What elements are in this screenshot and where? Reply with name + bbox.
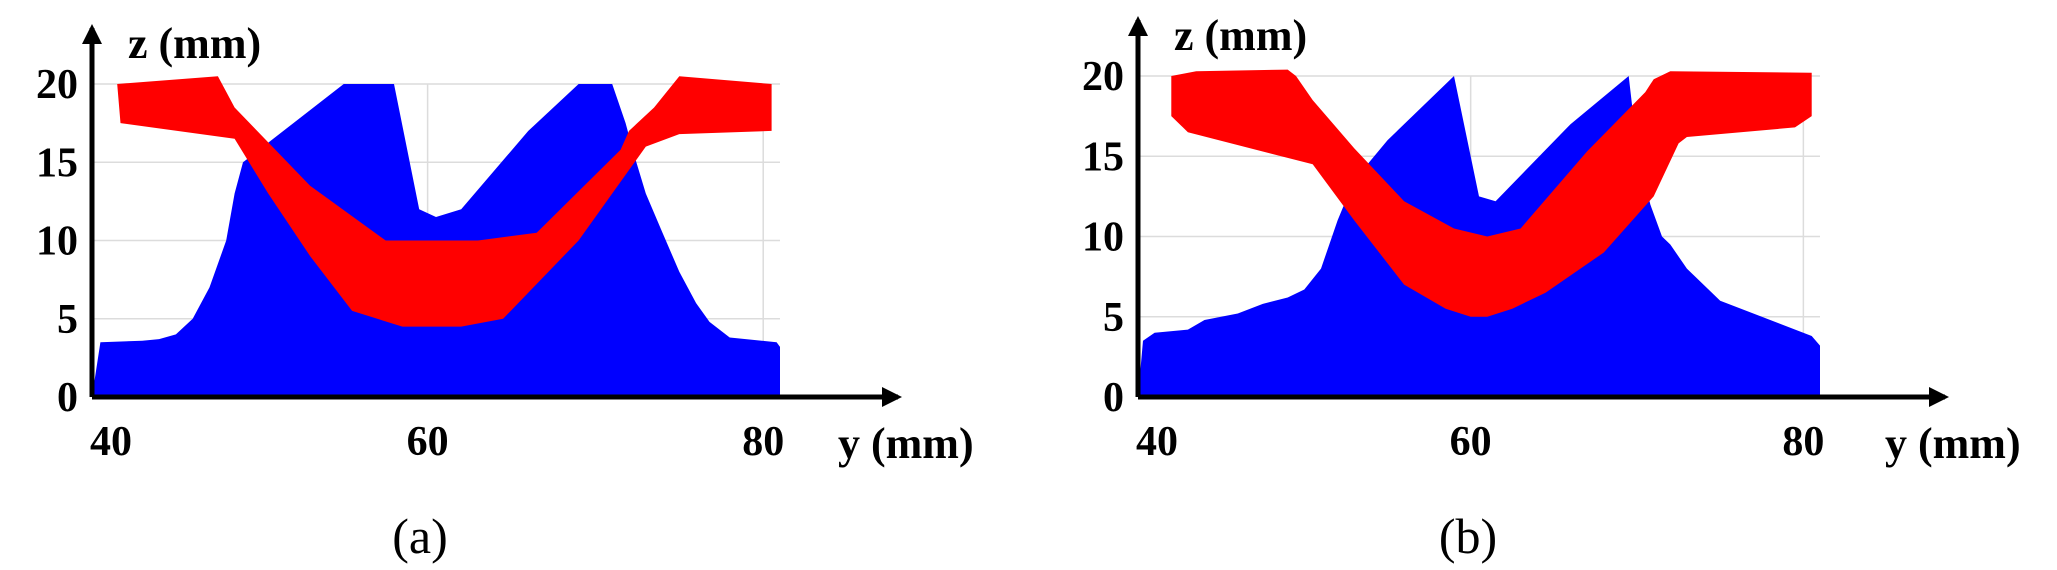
y-axis-label: z (mm) — [1174, 11, 1307, 60]
x-tick-label: 40 — [1136, 419, 1178, 465]
panel-caption: (a) — [392, 508, 448, 564]
y-tick-label: 5 — [1103, 295, 1124, 341]
x-tick-label: 60 — [407, 419, 449, 465]
y-tick-label: 5 — [57, 297, 78, 343]
y-tick-label: 0 — [1103, 375, 1124, 421]
tool-region — [117, 76, 772, 327]
y-tick-label: 0 — [57, 375, 78, 421]
y-tick-label: 15 — [1082, 134, 1124, 180]
x-axis-label: y (mm) — [1885, 419, 2021, 468]
x-axis-label: y (mm) — [838, 419, 974, 468]
panel-b: 0 5 10 15 20 40 60 80 z (mm) y (mm) (b) — [1082, 11, 2021, 564]
tool-region — [1171, 69, 1812, 317]
x-tick-label: 60 — [1450, 419, 1492, 465]
y-tick-label: 10 — [1082, 215, 1124, 261]
y-tick-label: 15 — [36, 140, 78, 186]
y-tick-label: 20 — [36, 62, 78, 108]
x-tick-label: 80 — [1782, 419, 1824, 465]
y-tick-label: 20 — [1082, 54, 1124, 100]
y-tick-label: 10 — [36, 219, 78, 265]
x-tick-label: 40 — [90, 419, 132, 465]
panel-caption: (b) — [1439, 508, 1497, 564]
y-axis-label: z (mm) — [128, 19, 261, 68]
panel-a: 0 5 10 15 20 40 60 80 z (mm) y (mm) (a) — [36, 19, 974, 564]
x-tick-label: 80 — [742, 419, 784, 465]
